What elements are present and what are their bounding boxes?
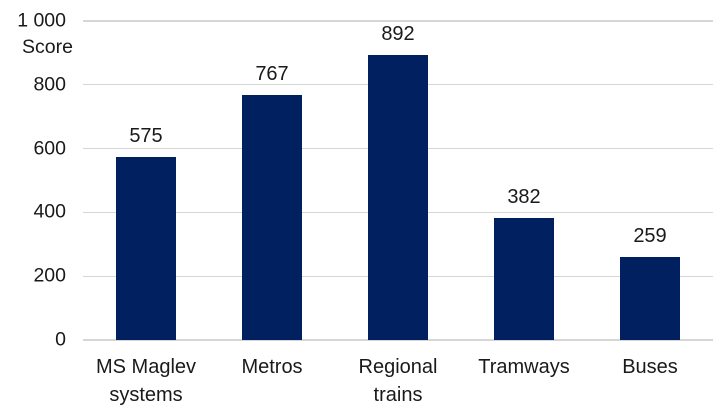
bar-value-label: 575 bbox=[129, 124, 163, 147]
category-label-buses: Buses bbox=[580, 353, 720, 381]
y-tick-label: 800 bbox=[33, 73, 66, 96]
category-label-line: Regional bbox=[358, 356, 438, 378]
gridline bbox=[83, 20, 713, 22]
y-axis-title: Score bbox=[22, 36, 73, 58]
category-label-line: Tramways bbox=[478, 356, 570, 378]
y-tick-label: 600 bbox=[33, 136, 66, 159]
category-label-line: trains bbox=[373, 384, 423, 406]
category-label-tramways: Tramways bbox=[454, 353, 594, 381]
bar-buses bbox=[620, 257, 680, 340]
y-tick-label: 0 bbox=[55, 328, 66, 351]
bar-tramways bbox=[494, 218, 554, 340]
bar-value-label: 892 bbox=[381, 23, 415, 46]
y-tick-label: 1 000 bbox=[17, 9, 66, 32]
category-label-line: MS Maglev bbox=[95, 356, 197, 378]
bar-value-label: 382 bbox=[507, 186, 541, 209]
category-label-line: Metros bbox=[241, 356, 303, 378]
category-label-metros: Metros bbox=[202, 353, 342, 381]
bar-metros bbox=[242, 95, 302, 340]
bar-value-label: 767 bbox=[255, 63, 289, 86]
y-tick-label: 400 bbox=[33, 200, 66, 223]
x-axis-line bbox=[83, 339, 713, 341]
bar-ms-maglev-systems bbox=[116, 156, 176, 340]
bar-regional-trains bbox=[368, 55, 428, 340]
y-tick-label: 200 bbox=[33, 264, 66, 287]
category-label-line: Buses bbox=[622, 356, 678, 378]
category-label-ms-maglev-systems: MS Maglev systems bbox=[76, 353, 216, 409]
bar-value-label: 259 bbox=[633, 225, 667, 248]
category-label-line: systems bbox=[109, 384, 183, 406]
category-label-regional-trains: Regional trains bbox=[328, 353, 468, 409]
